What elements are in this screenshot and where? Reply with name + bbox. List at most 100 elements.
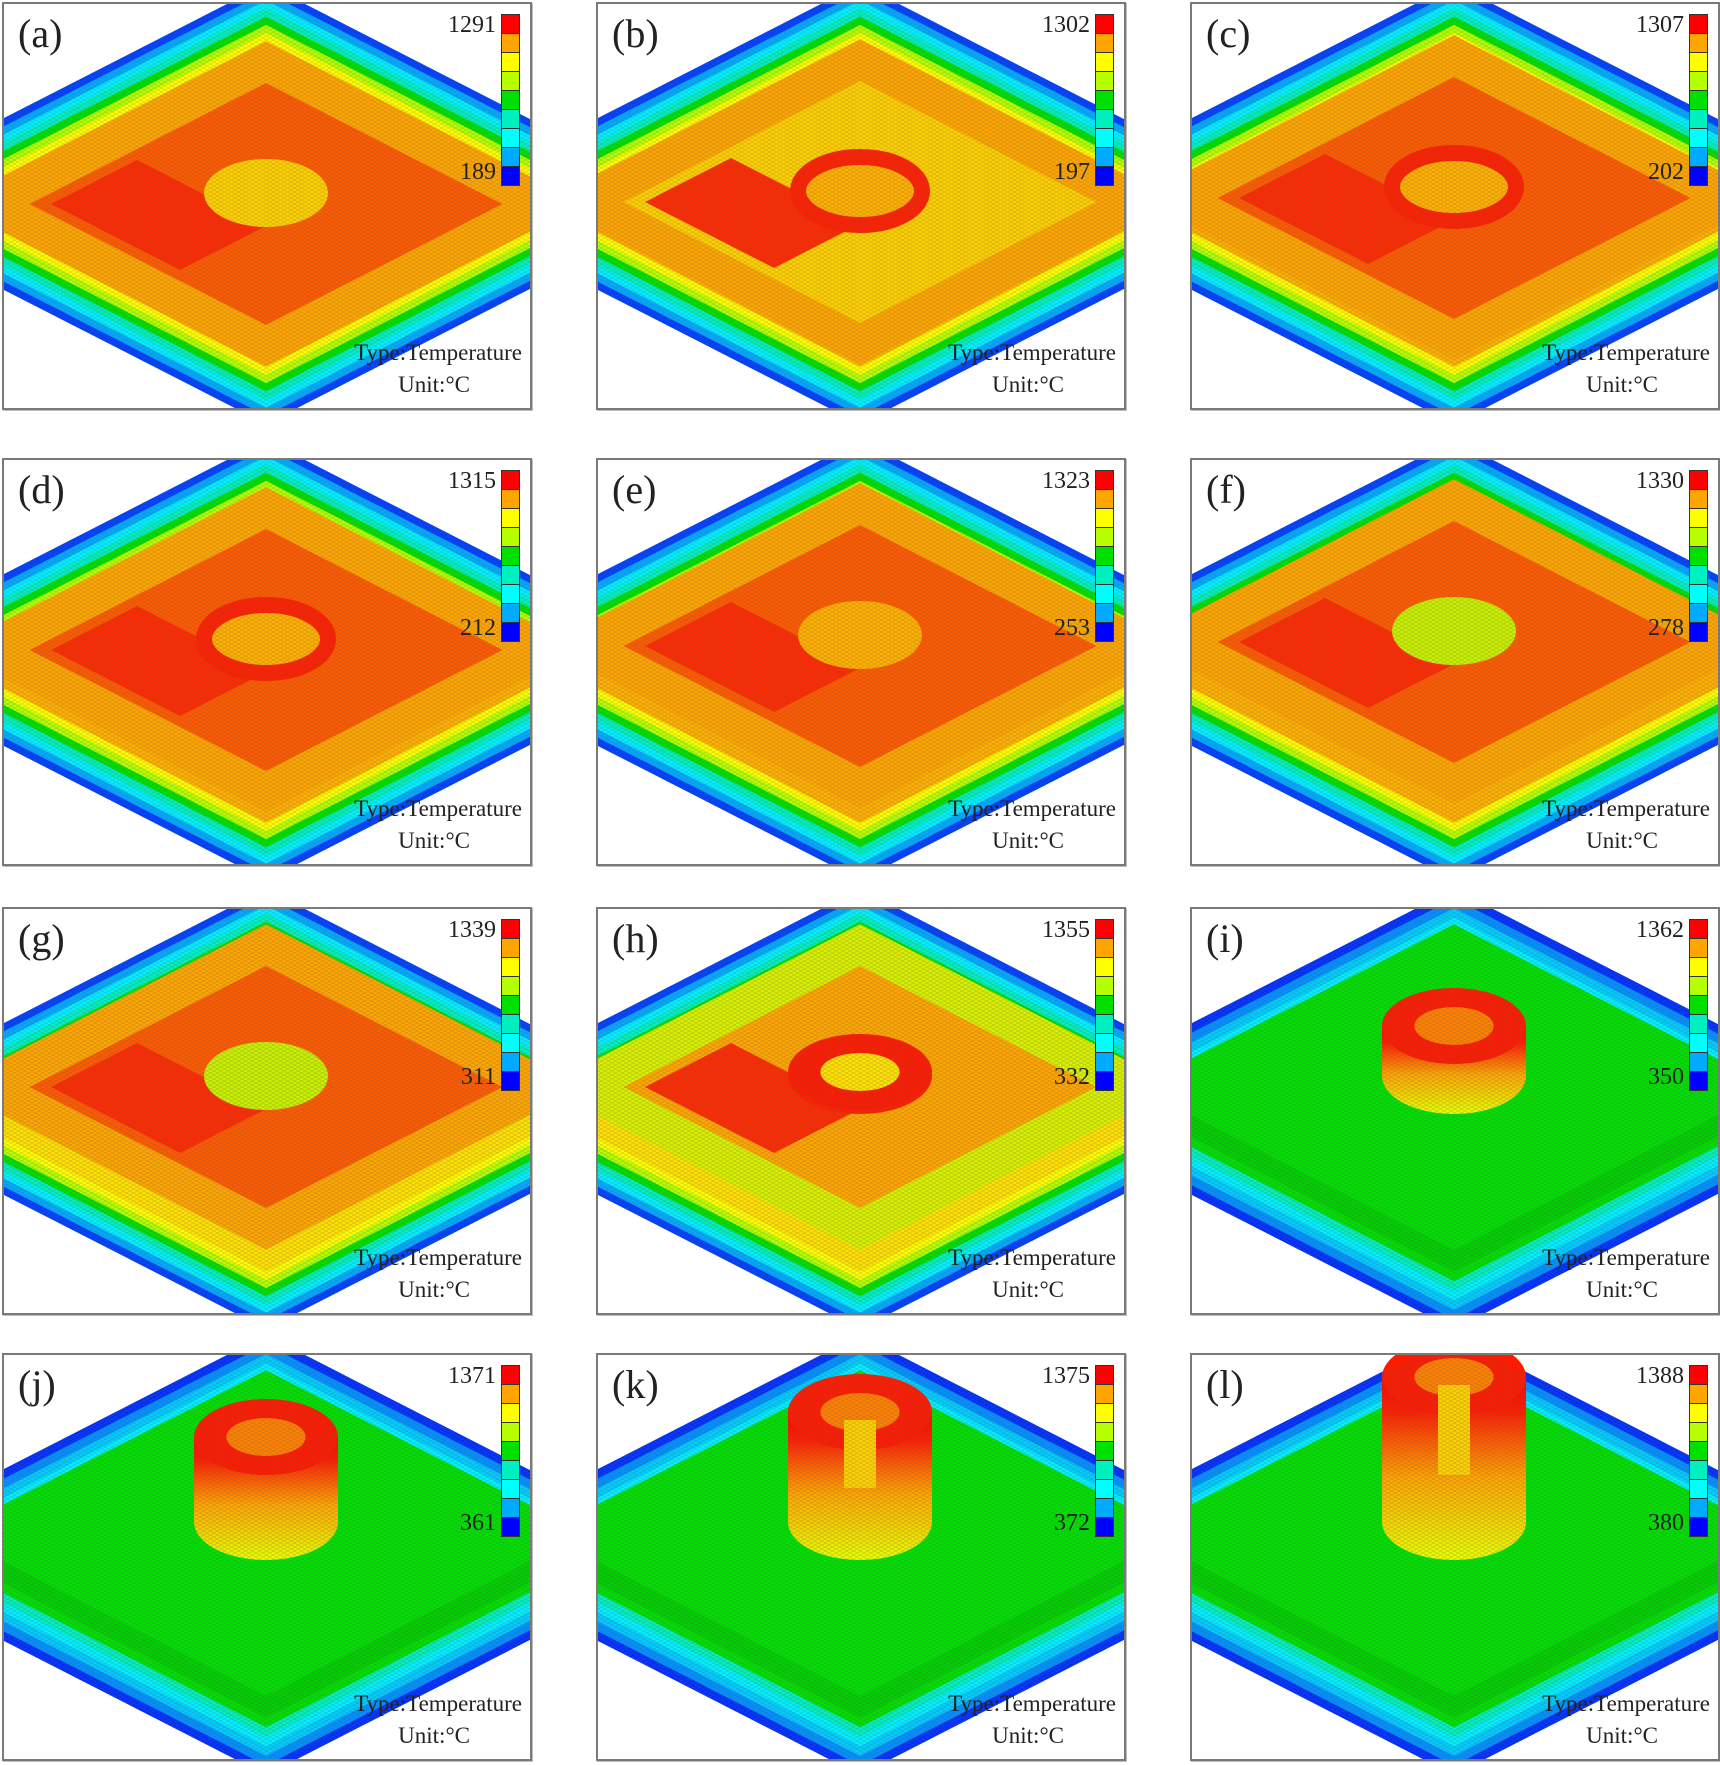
isometric-temperature-plot [1192, 460, 1718, 864]
type-label: Type:Temperature [948, 1245, 1116, 1270]
colorbar-swatch [1096, 958, 1113, 977]
colorbar-swatch [1096, 167, 1113, 185]
colorbar-swatch [502, 920, 519, 939]
unit-label: Unit:°C [992, 1277, 1064, 1302]
colorbar-swatch [502, 1015, 519, 1034]
colorbar-swatch [1096, 1366, 1113, 1385]
isometric-temperature-plot [598, 1355, 1124, 1759]
colorbar-swatch [1690, 1385, 1707, 1404]
colorbar-swatch [502, 1404, 519, 1423]
colorbar-swatch [1690, 977, 1707, 996]
colorbar-swatch [1096, 1461, 1113, 1480]
colorbar-swatch [1690, 509, 1707, 528]
unit-label: Unit:°C [992, 1723, 1064, 1748]
type-label: Type:Temperature [354, 796, 522, 821]
colorbar-swatch [502, 1518, 519, 1536]
colorbar [1689, 919, 1708, 1091]
colorbar-swatch [502, 1499, 519, 1518]
colorbar-min-label: 202 [1648, 159, 1684, 185]
colorbar [1095, 14, 1114, 186]
colorbar-swatch [1096, 53, 1113, 72]
colorbar-swatch [502, 1034, 519, 1053]
type-label: Type:Temperature [1542, 796, 1710, 821]
colorbar-swatch [502, 1442, 519, 1461]
unit-label: Unit:°C [1586, 828, 1658, 853]
isometric-temperature-plot [598, 4, 1124, 408]
colorbar-swatch [1096, 547, 1113, 566]
colorbar-swatch [1096, 939, 1113, 958]
panel-label: (a) [18, 11, 63, 56]
colorbar-max-label: 1330 [1636, 468, 1684, 494]
colorbar-swatch [502, 604, 519, 623]
colorbar-swatch [1096, 1480, 1113, 1499]
colorbar [1689, 1365, 1708, 1537]
colorbar-swatch [1096, 1518, 1113, 1536]
colorbar-swatch [1690, 15, 1707, 34]
colorbar-swatch [1690, 566, 1707, 585]
colorbar-swatch [1690, 110, 1707, 129]
colorbar-swatch [502, 547, 519, 566]
colorbar-swatch [502, 1480, 519, 1499]
colorbar-swatch [502, 471, 519, 490]
colorbar-min-label: 189 [460, 159, 496, 185]
isometric-temperature-plot [598, 460, 1124, 864]
colorbar-swatch [1096, 996, 1113, 1015]
colorbar-max-label: 1315 [448, 468, 496, 494]
colorbar [1689, 470, 1708, 642]
colorbar-min-label: 361 [460, 1510, 496, 1536]
type-label: Type:Temperature [948, 340, 1116, 365]
panel-label: (k) [612, 1362, 659, 1407]
isometric-temperature-plot [4, 4, 530, 408]
colorbar-min-label: 350 [1648, 1064, 1684, 1090]
colorbar-swatch [1690, 1499, 1707, 1518]
colorbar-swatch [1096, 471, 1113, 490]
colorbar-min-label: 332 [1054, 1064, 1090, 1090]
colorbar-min-label: 372 [1054, 1510, 1090, 1536]
colorbar-swatch [502, 977, 519, 996]
colorbar-swatch [502, 1385, 519, 1404]
panel-label: (h) [612, 916, 659, 961]
type-label: Type:Temperature [948, 1691, 1116, 1716]
colorbar-swatch [502, 996, 519, 1015]
isometric-temperature-plot [1192, 909, 1718, 1313]
temperature-panel-j: (j) 1371 361 Type:Temperature Unit:°C [2, 1353, 532, 1761]
panel-label: (f) [1206, 467, 1246, 512]
temperature-panel-d: (d) 1315 212 Type:Temperature Unit:°C [2, 458, 532, 866]
colorbar [1095, 1365, 1114, 1537]
colorbar-max-label: 1307 [1636, 12, 1684, 38]
colorbar-swatch [1690, 1366, 1707, 1385]
colorbar-swatch [502, 129, 519, 148]
isometric-temperature-plot [1192, 4, 1718, 408]
colorbar-swatch [502, 585, 519, 604]
colorbar-max-label: 1291 [448, 12, 496, 38]
colorbar-swatch [1690, 1053, 1707, 1072]
colorbar-max-label: 1375 [1042, 1363, 1090, 1389]
unit-label: Unit:°C [992, 828, 1064, 853]
colorbar-max-label: 1388 [1636, 1363, 1684, 1389]
panel-label: (e) [612, 467, 657, 512]
colorbar-swatch [1096, 977, 1113, 996]
colorbar-swatch [1690, 53, 1707, 72]
panel-label: (i) [1206, 916, 1244, 961]
colorbar-swatch [502, 110, 519, 129]
isometric-temperature-plot [1192, 1355, 1718, 1759]
colorbar-swatch [1096, 1442, 1113, 1461]
colorbar-swatch [502, 53, 519, 72]
type-label: Type:Temperature [354, 1245, 522, 1270]
colorbar-swatch [502, 1423, 519, 1442]
colorbar-swatch [1690, 528, 1707, 547]
colorbar-max-label: 1371 [448, 1363, 496, 1389]
colorbar-swatch [1096, 623, 1113, 641]
isometric-temperature-plot [4, 460, 530, 864]
colorbar-swatch [502, 623, 519, 641]
colorbar-swatch [1096, 91, 1113, 110]
panel-label: (g) [18, 916, 65, 961]
colorbar-min-label: 311 [460, 1064, 496, 1090]
colorbar-swatch [1096, 1053, 1113, 1072]
temperature-panel-h: (h) 1355 332 Type:Temperature Unit:°C [596, 907, 1126, 1315]
type-label: Type:Temperature [1542, 1245, 1710, 1270]
colorbar-swatch [1690, 604, 1707, 623]
colorbar-swatch [1690, 920, 1707, 939]
colorbar-max-label: 1355 [1042, 917, 1090, 943]
colorbar-swatch [1690, 148, 1707, 167]
